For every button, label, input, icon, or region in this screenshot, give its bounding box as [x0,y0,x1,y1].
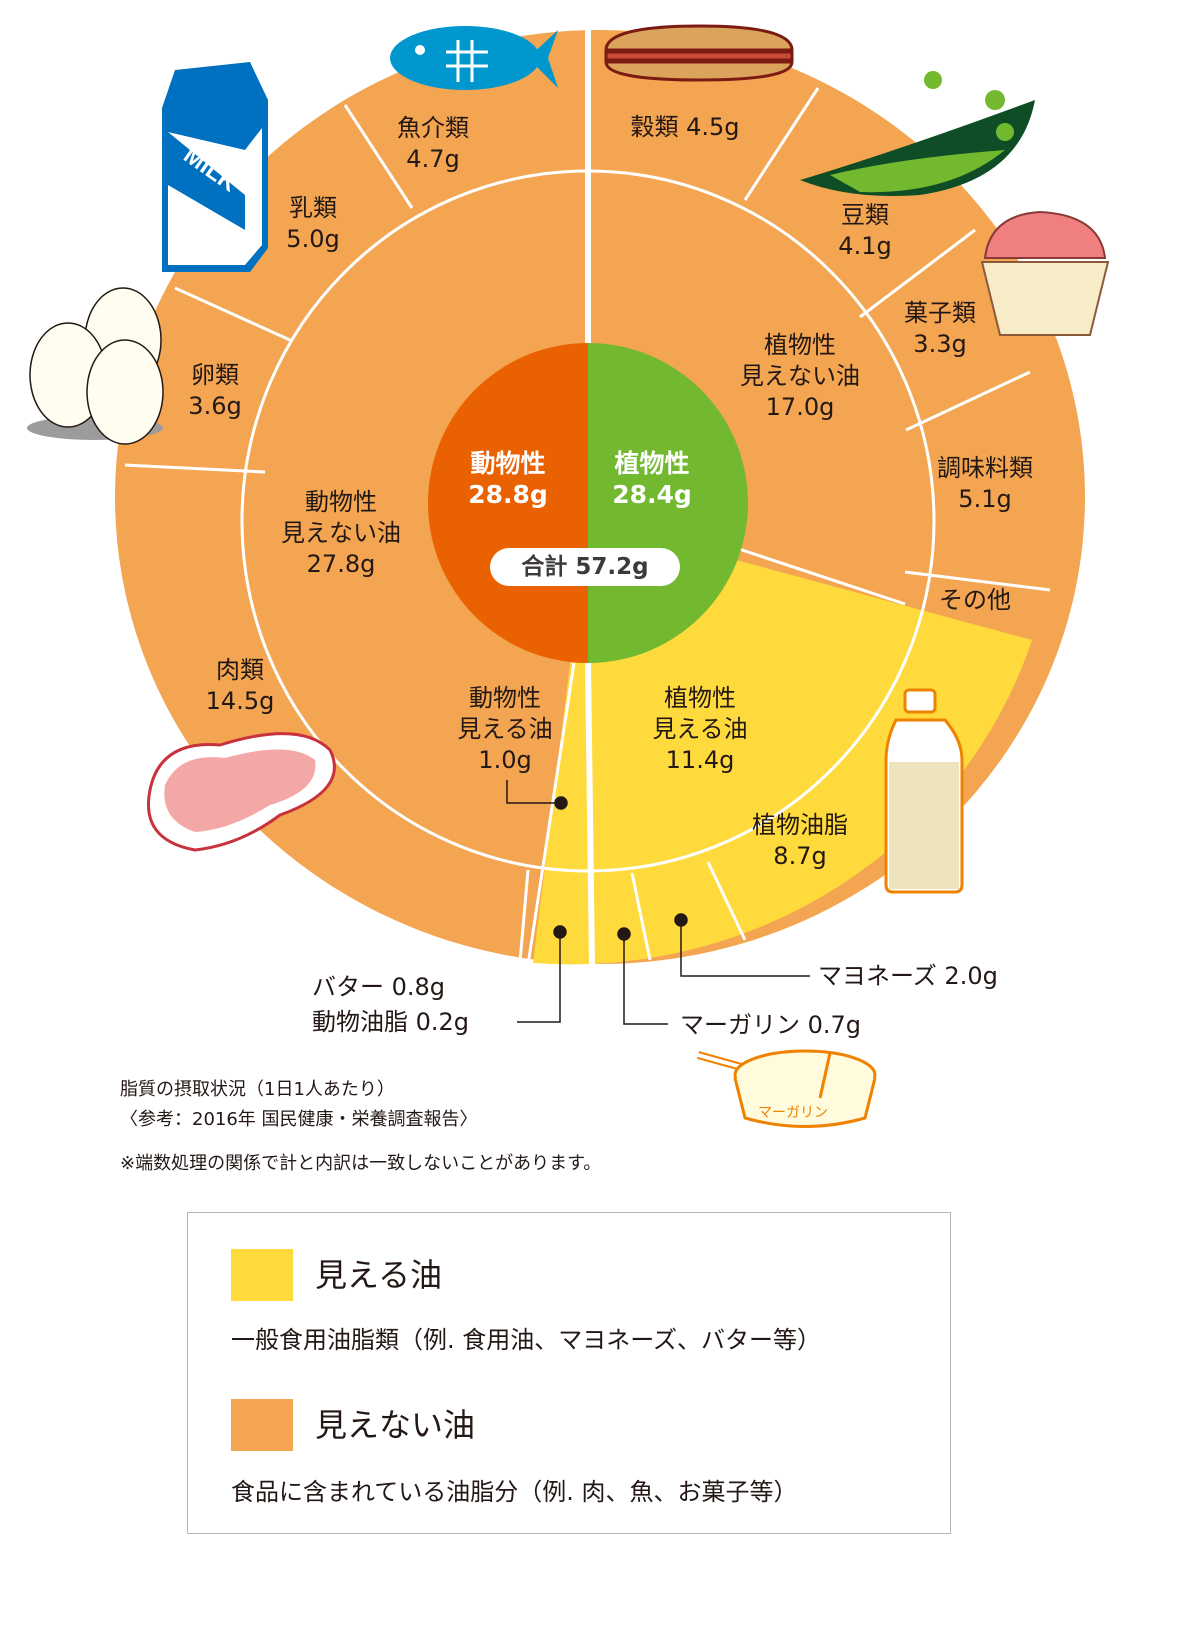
seasonings-label: 調味料類 5.1g [937,454,1033,513]
invisible-oil-desc: 食品に含まれている油脂分（例. 肉、魚、お菓子等） [231,1478,798,1506]
bottom-divider [585,662,595,966]
eggs-icon [27,287,164,445]
mayonnaise-callout: マヨネーズ 2.0g [818,962,998,990]
animal-total: 動物性 28.8g [448,448,568,510]
svg-text:マーガリン: マーガリン [758,1105,828,1121]
bread-icon [604,24,794,82]
fish-icon [390,26,558,90]
eggs-label: 卵類 3.6g [188,361,242,420]
oil-bottle-icon [884,688,964,894]
animal-fats-callout: 動物油脂 0.2g [312,1008,470,1036]
animal-visible-divider [526,662,576,966]
animal-visible-label: 動物性 見える油 1.0g [457,684,553,774]
dairy-label: 乳類 5.0g [286,194,340,253]
margarine-tub-icon: マーガリン [696,1049,877,1128]
seafood-label: 魚介類 4.7g [397,114,469,173]
rounding-note: ※端数処理の関係で計と内訳は一致しないことがあります。 [120,1153,602,1174]
animal-label: 動物性 [470,449,546,478]
pea-pod-icon [800,71,1035,196]
plant-visible-label: 植物性 見える油 11.4g [652,684,748,774]
butter-callout: バター 0.8g [312,973,446,1001]
legend: 見える油 一般食用油脂類（例. 食用油、マヨネーズ、バター等） 見えない油 食品… [187,1212,951,1534]
grand-total-badge: 合計 57.2g [490,548,680,586]
cupcake-icon [980,210,1110,336]
visible-oil-title: 見える油 [315,1256,443,1294]
source-note: 〈参考：2016年 国民健康・栄養調査報告〉 [120,1109,478,1130]
chart-title-note: 脂質の摂取状況（1日1人あたり） [120,1079,395,1100]
plant-total: 植物性 28.4g [592,448,712,510]
animal-invisible-label: 動物性 見えない油 27.8g [281,488,401,578]
visible-oil-swatch [231,1249,293,1301]
plant-visible-divider [735,546,906,606]
grains-label: 穀類 4.5g [630,113,740,141]
meat-icon [147,732,336,852]
beans-label: 豆類 4.1g [838,201,892,260]
invisible-oil-title: 見えない油 [315,1406,476,1444]
visible-oil-desc: 一般食用油脂類（例. 食用油、マヨネーズ、バター等） [231,1326,822,1354]
callout-lines [506,780,810,1025]
plant-fats-label: 植物油脂 8.7g [752,811,848,870]
milk-carton-icon: MILK [162,62,268,272]
meat-label: 肉類 14.5g [205,656,275,715]
sweets-label: 菓子類 3.3g [904,299,976,358]
animal-value: 28.8g [468,480,548,509]
plant-label: 植物性 [614,449,690,478]
other-label: その他 [939,586,1011,614]
plant-value: 28.4g [612,480,692,509]
margarine-callout: マーガリン 0.7g [680,1011,862,1039]
plant-invisible-label: 植物性 見えない油 17.0g [740,331,860,421]
invisible-oil-swatch [231,1399,293,1451]
